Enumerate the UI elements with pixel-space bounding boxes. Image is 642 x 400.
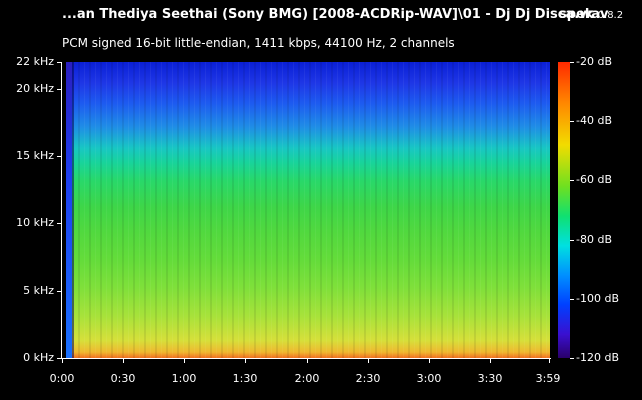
- spectrogram-edge-band: [66, 62, 72, 358]
- y-tick: [57, 62, 61, 63]
- colorbar-tick: [570, 358, 574, 359]
- stream-info: PCM signed 16-bit little-endian, 1411 kb…: [62, 36, 455, 50]
- db-colorbar: [558, 62, 570, 358]
- colorbar-tick: [570, 121, 574, 122]
- x-tick-label: 0:00: [49, 372, 75, 385]
- y-tick-label: 0 kHz: [23, 351, 54, 364]
- y-tick-label: 10 kHz: [16, 216, 54, 229]
- x-tick-label: 3:59: [535, 372, 561, 385]
- colorbar-tick: [570, 62, 574, 63]
- x-tick: [123, 359, 124, 363]
- app-name: spek: [559, 7, 594, 22]
- x-tick: [490, 359, 491, 363]
- x-tick-label: 1:30: [232, 372, 258, 385]
- x-tick-label: 3:30: [477, 372, 503, 385]
- x-tick: [62, 359, 63, 363]
- y-tick: [57, 223, 61, 224]
- x-tick-label: 0:30: [110, 372, 136, 385]
- x-tick: [368, 359, 369, 363]
- x-tick-label: 3:00: [416, 372, 442, 385]
- x-tick-label: 2:30: [355, 372, 381, 385]
- file-title: ...an Thediya Seethai (Sony BMG) [2008-A…: [62, 7, 609, 22]
- y-tick: [57, 156, 61, 157]
- y-tick-label: 5 kHz: [23, 284, 54, 297]
- x-tick: [307, 359, 308, 363]
- y-axis-line: [61, 62, 62, 359]
- spectrogram: [62, 62, 550, 358]
- x-tick: [429, 359, 430, 363]
- x-tick-label: 1:00: [171, 372, 197, 385]
- y-tick: [57, 89, 61, 90]
- y-tick-label: 20 kHz: [16, 82, 54, 95]
- colorbar-label: -40 dB: [576, 114, 612, 127]
- colorbar-label: -80 dB: [576, 233, 612, 246]
- x-tick: [549, 359, 550, 363]
- y-tick: [57, 358, 61, 359]
- colorbar-label: -100 dB: [576, 292, 619, 305]
- x-tick: [245, 359, 246, 363]
- x-tick-label: 2:00: [294, 372, 320, 385]
- app-version: 0.8.2: [597, 10, 624, 21]
- colorbar-label: -20 dB: [576, 55, 612, 68]
- colorbar-tick: [570, 180, 574, 181]
- y-tick-label: 22 kHz: [16, 55, 54, 68]
- y-tick: [57, 291, 61, 292]
- x-tick: [184, 359, 185, 363]
- colorbar-label: -60 dB: [576, 173, 612, 186]
- colorbar-tick: [570, 299, 574, 300]
- y-tick-label: 15 kHz: [16, 149, 54, 162]
- x-axis-line: [61, 358, 551, 359]
- colorbar-label: -120 dB: [576, 351, 619, 364]
- colorbar-tick: [570, 240, 574, 241]
- app-name-version: spek 0.8.2: [559, 7, 623, 22]
